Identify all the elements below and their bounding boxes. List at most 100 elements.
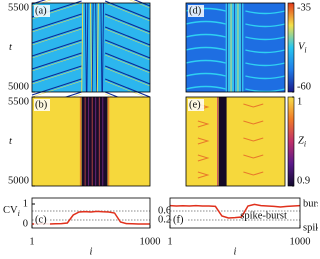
x-tick-label: 1000 <box>140 236 161 247</box>
chevron <box>243 120 264 125</box>
panel-frame <box>169 197 301 229</box>
colorbar-label: Vi <box>298 42 307 54</box>
panel-label: (f) <box>173 214 184 225</box>
colorbar-tick-label: -60 <box>297 81 311 92</box>
wave-front <box>31 65 82 83</box>
wave-front <box>31 80 82 98</box>
wave-front <box>129 0 151 9</box>
wave-front <box>105 80 151 100</box>
colorbar-tick-label: -35 <box>297 2 311 13</box>
x-axis-label: i <box>90 246 93 257</box>
colorbar-label-main: V <box>298 42 306 53</box>
chaos-band <box>100 2 103 93</box>
colorbar <box>287 96 295 187</box>
wave-front <box>104 39 151 59</box>
wave-front <box>31 13 82 31</box>
y-axis-label: t <box>9 136 13 147</box>
annotation: spike <box>303 222 318 233</box>
wave-front <box>105 28 151 48</box>
colorbar-label-main: Z <box>298 136 304 147</box>
y-tick-label: 5500 <box>8 2 29 13</box>
y-axis-label-sub: i <box>18 209 20 218</box>
wave-front <box>105 41 151 61</box>
wave-front <box>105 2 151 22</box>
panel <box>31 0 151 113</box>
chaos-band <box>81 2 84 93</box>
burst-line <box>185 72 286 80</box>
annotation: spike-burst <box>240 210 287 221</box>
wave-front <box>31 15 82 33</box>
wave-front <box>31 28 82 46</box>
x-tick-label: 1000 <box>290 236 311 247</box>
panel-label-bg <box>172 214 188 226</box>
chaos-band <box>86 2 89 93</box>
chevron <box>197 154 210 162</box>
panel-label: (b) <box>35 99 48 110</box>
colorbar-tick-label: 0.9 <box>297 175 310 186</box>
wave-front <box>105 67 151 87</box>
wave-front <box>31 0 47 5</box>
x-axis-label: i <box>234 246 237 257</box>
colorbar-label-sub: i <box>304 139 306 148</box>
panel-label-bg <box>188 99 204 111</box>
heatmap-image <box>186 97 285 186</box>
y-tick-label: 0 <box>23 218 28 229</box>
panel-frame <box>31 96 151 187</box>
panel-label: (e) <box>189 99 201 110</box>
burst-line <box>185 20 286 28</box>
colorbar-tick-label: 1 <box>297 96 302 107</box>
wave-front <box>104 65 151 85</box>
y-tick-label: 5500 <box>8 96 29 107</box>
chaos-band <box>96 2 99 93</box>
y-axis-label: t <box>9 42 13 53</box>
wave-front <box>31 52 82 70</box>
wave-front <box>31 54 82 72</box>
reference-label: 0.65 <box>158 205 176 216</box>
colorbar-label-sub: i <box>304 45 306 54</box>
x-tick-label: 1 <box>167 236 172 247</box>
panel <box>170 198 300 228</box>
chaos-band <box>218 97 227 186</box>
chaos-band <box>90 2 92 93</box>
panel-frame <box>31 197 151 229</box>
panel-frame <box>185 96 286 187</box>
y-tick-label: 1 <box>23 198 28 209</box>
burst-line <box>185 33 286 41</box>
chaos-band <box>102 2 104 93</box>
panel-label-bg <box>34 99 50 111</box>
data-line <box>169 203 301 219</box>
y-tick-label: 5000 <box>8 81 29 92</box>
panel <box>185 3 286 93</box>
chaos-band <box>91 2 94 93</box>
wave-front <box>31 39 82 57</box>
colorbar <box>287 2 295 93</box>
panel <box>186 97 285 186</box>
panel-frame <box>31 2 151 93</box>
wave-front <box>31 41 82 59</box>
wave-front <box>31 67 82 85</box>
burst-line <box>185 46 286 54</box>
reference-label: 0.20 <box>158 214 176 225</box>
wave-front <box>104 0 151 20</box>
chaos-band <box>95 2 98 93</box>
panel-label: (d) <box>189 5 202 16</box>
wave-front <box>31 26 82 44</box>
wave-front <box>105 15 151 35</box>
colorbar-label: Zi <box>298 136 306 148</box>
wave-front <box>104 78 151 98</box>
panel-label-bg <box>34 214 50 226</box>
wave-front <box>104 26 151 46</box>
burst-line <box>185 85 286 93</box>
x-tick-label: 1 <box>29 236 34 247</box>
wave-front <box>104 52 151 72</box>
chevron <box>197 171 210 179</box>
plot-area <box>170 198 300 228</box>
panel-label-bg <box>188 5 204 17</box>
y-axis-label-main: CV <box>3 205 18 216</box>
panel-frame <box>185 2 286 93</box>
panel-label: (c) <box>35 214 47 225</box>
chevron <box>243 154 264 159</box>
wave-front <box>105 54 151 74</box>
panel-label: (a) <box>35 5 47 16</box>
annotation: burst <box>303 198 318 209</box>
